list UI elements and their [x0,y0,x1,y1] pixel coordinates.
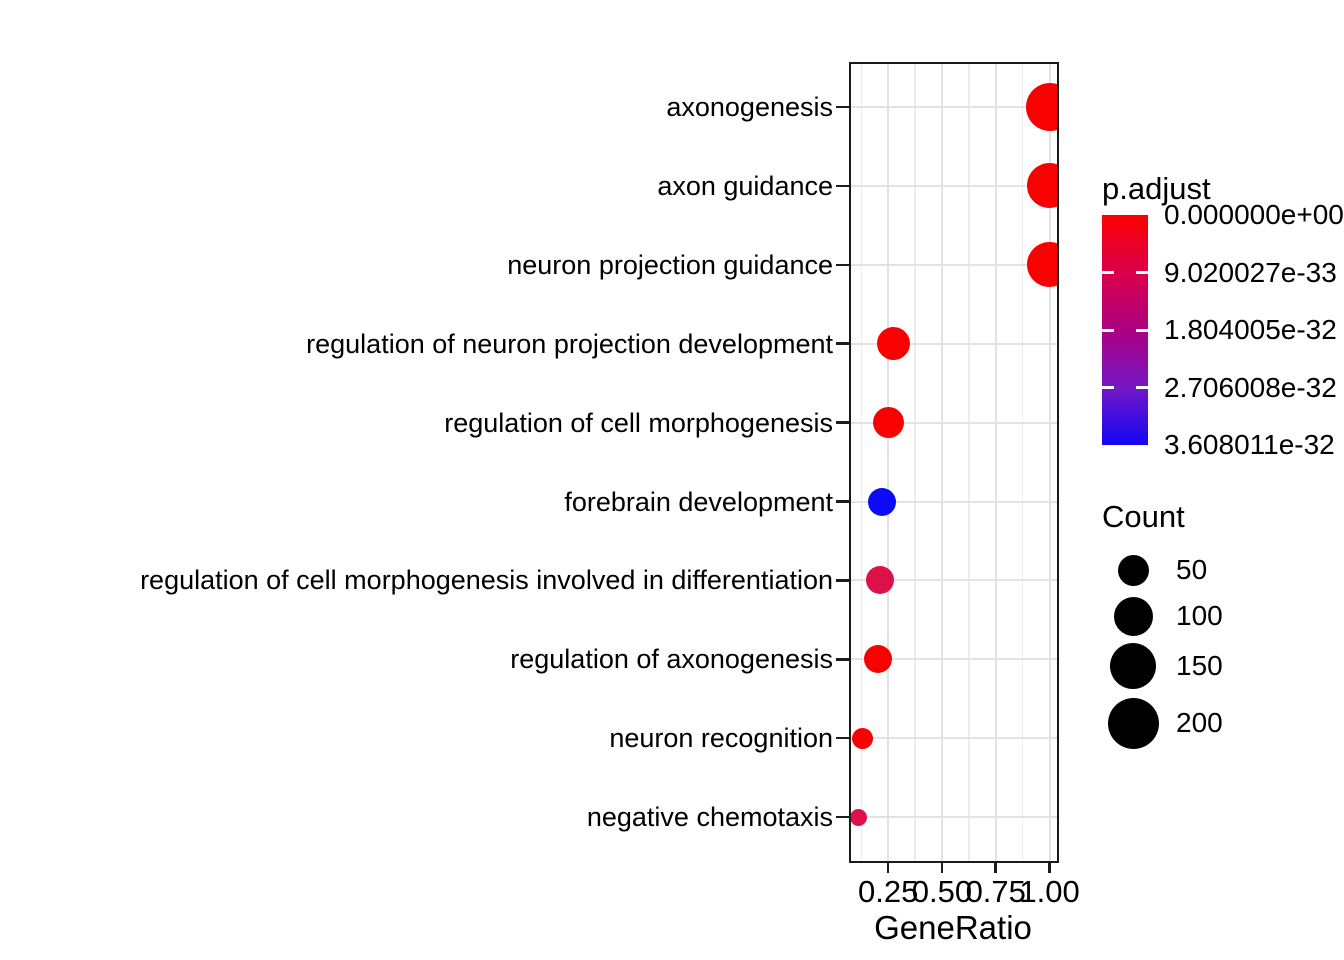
y-axis-tick [836,421,849,424]
y-axis-label: axon guidance [657,170,833,201]
gridline-horizontal [849,816,1059,819]
gridline-major-vertical [1048,62,1051,863]
y-axis-label: negative chemotaxis [586,802,833,833]
padjust-legend-title: p.adjust [1102,171,1211,206]
padjust-colorbar-label: 1.804005e-32 [1164,314,1337,345]
data-point [864,645,893,674]
count-legend-circle [1117,554,1149,586]
colorbar-tick-left [1102,386,1114,389]
data-point [1025,83,1059,131]
padjust-colorbar-label: 0.000000e+00 [1164,199,1344,230]
y-axis-tick [836,342,849,345]
gridline-major-vertical [887,62,890,863]
y-axis-label: forebrain development [564,486,833,517]
gridline-minor-vertical [860,62,862,863]
data-point [865,566,894,595]
y-axis-tick [836,736,849,740]
y-axis-label: regulation of neuron projection developm… [306,328,833,359]
count-legend-label: 100 [1176,600,1223,631]
x-axis-title: GeneRatio [874,909,1032,946]
data-point [849,808,867,826]
data-point [877,327,911,361]
count-legend-label: 200 [1176,707,1223,738]
gridline-horizontal [849,579,1059,582]
count-legend-label: 150 [1176,650,1223,681]
count-legend-circle [1110,643,1156,689]
data-point [1027,163,1059,209]
gridline-horizontal [849,263,1059,266]
colorbar-tick-left [1102,328,1114,332]
x-axis-tick-label: 0.75 [965,874,1026,909]
data-point [873,407,905,439]
data-point [868,487,897,516]
y-axis-tick [836,263,849,267]
y-axis-tick [836,815,849,819]
x-axis-tick [886,863,890,873]
gridline-horizontal [849,658,1059,661]
count-legend-label: 50 [1176,554,1208,585]
y-axis-label: neuron recognition [609,723,833,754]
data-point [851,727,873,749]
y-axis-tick [836,184,849,188]
gridline-minor-vertical [968,62,970,863]
count-legend-title: Count [1102,499,1185,534]
x-axis-tick-label: 0.25 [857,874,919,909]
y-axis-label: regulation of cell morphogenesis involve… [140,565,833,596]
colorbar-tick-right [1136,271,1148,274]
gridline-major-vertical [994,62,997,863]
y-axis-tick [836,658,849,661]
plot-panel [849,62,1059,863]
x-axis-tick [1048,863,1051,873]
gridline-horizontal [849,342,1059,345]
gridline-horizontal [849,184,1059,187]
gridline-horizontal [849,500,1059,503]
x-axis-tick [994,863,997,873]
y-axis-label: regulation of cell morphogenesis [444,407,833,438]
colorbar-tick-right [1136,386,1148,389]
count-legend-circle [1107,697,1159,749]
padjust-colorbar-label: 9.020027e-33 [1164,256,1337,288]
x-axis-tick-label: 1.00 [1019,874,1080,909]
y-axis-tick [836,105,849,109]
y-axis-label: neuron projection guidance [507,249,833,280]
y-axis-tick [836,500,849,503]
data-point [1027,242,1059,288]
colorbar-tick-right [1136,328,1148,332]
gridline-horizontal [849,421,1059,424]
y-axis-label: axonogenesis [666,92,833,122]
gridline-horizontal [849,106,1059,108]
y-axis-label: regulation of axonogenesis [510,644,833,675]
gridline-horizontal [849,737,1059,740]
padjust-colorbar-label: 3.608011e-32 [1164,429,1335,460]
x-axis-tick-label: 0.50 [911,874,973,909]
count-legend-circle [1113,596,1153,636]
x-axis-tick [940,863,944,873]
gridline-minor-vertical [1021,62,1024,863]
gridline-major-vertical [940,62,943,863]
colorbar-tick-left [1102,271,1114,274]
gridline-minor-vertical [914,62,916,863]
padjust-colorbar-label: 2.706008e-32 [1164,371,1337,403]
y-axis-tick [836,579,849,582]
